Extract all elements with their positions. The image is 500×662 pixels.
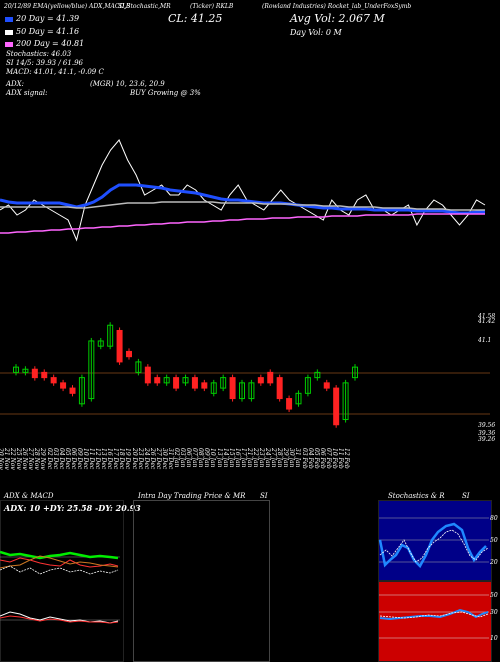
candle-body bbox=[314, 371, 321, 379]
price-label: 41.58 bbox=[478, 313, 496, 320]
candle-body bbox=[286, 398, 293, 410]
si-panel bbox=[378, 581, 492, 662]
adx-panel bbox=[0, 500, 124, 662]
candle-body bbox=[276, 377, 283, 400]
candle-body bbox=[201, 382, 208, 389]
candle-body bbox=[41, 371, 48, 379]
adx-readout: ADX: 10 +DY: 25.58 -DY: 20.93 bbox=[4, 503, 141, 513]
legend-200day: 200 Day = 40.81 bbox=[5, 39, 84, 48]
candle-body bbox=[107, 324, 114, 347]
candle-body bbox=[248, 382, 255, 400]
candle-body bbox=[50, 377, 57, 384]
price-label: 39.26 bbox=[478, 436, 496, 443]
candle-body bbox=[210, 382, 217, 394]
stoch-panel-title: Stochastics & R bbox=[388, 492, 445, 500]
stoch-si-label: SI bbox=[462, 492, 470, 500]
macd-readout: MACD: 41.01, 41.1, -0.09 C bbox=[6, 68, 104, 76]
si-tick: 10 bbox=[490, 635, 498, 642]
legend-swatch-magenta bbox=[5, 41, 13, 47]
buy-signal: BUY Growing @ 3% bbox=[130, 89, 201, 97]
series-line-20-day bbox=[0, 183, 485, 215]
candle-body bbox=[304, 377, 311, 394]
candle-body bbox=[135, 361, 142, 373]
moving-average-layer bbox=[0, 139, 486, 242]
stochastics-readout: Stochastics: 46.03 bbox=[6, 50, 72, 58]
candle-body bbox=[69, 387, 76, 394]
intraday-panel bbox=[133, 500, 270, 662]
legend-label: 200 Day = 40.81 bbox=[16, 39, 85, 48]
stoch-tick: 50 bbox=[490, 537, 498, 544]
series-line-200-day bbox=[0, 213, 485, 234]
date-tick-label: 12 Feb bbox=[343, 448, 350, 469]
mgr-readout: (MGR) 10, 23.6, 20.9 bbox=[90, 80, 165, 88]
header-top-left: 20/12/89 EMA(yellow/blue) ADX,MACD,B bbox=[4, 3, 131, 10]
legend-20day: 20 Day = 41.39 bbox=[5, 14, 79, 23]
candle-body bbox=[88, 340, 95, 400]
legend-50day: 50 Day = 41.16 bbox=[5, 27, 79, 36]
header-ticker: (Ticker) RKLB bbox=[190, 3, 234, 10]
candle-body bbox=[295, 392, 302, 405]
price-label: 41.42 bbox=[478, 318, 496, 325]
candle-body bbox=[323, 382, 330, 389]
candle-body bbox=[60, 382, 67, 389]
legend-swatch-white bbox=[5, 29, 13, 35]
candle-body bbox=[78, 377, 85, 405]
adx-label: ADX: bbox=[6, 80, 25, 88]
legend-label: 50 Day = 41.16 bbox=[16, 27, 80, 36]
candle-body bbox=[22, 368, 29, 373]
adx-panel-title: ADX & MACD bbox=[4, 492, 54, 500]
candle-body bbox=[31, 368, 38, 379]
candle-body bbox=[229, 377, 236, 400]
si-readout: SI 14/5: 39.93 / 61.96 bbox=[6, 59, 83, 67]
header-top-right: (Rowland Industries) Rocket_lab_UnderFox… bbox=[262, 3, 412, 10]
stoch-tick: 80 bbox=[490, 515, 498, 522]
candle-body bbox=[163, 377, 170, 384]
candle-body bbox=[97, 340, 104, 347]
candle-body bbox=[267, 371, 274, 384]
day-volume-label: Day Vol: 0 M bbox=[290, 28, 342, 37]
si-tick: 30 bbox=[490, 609, 498, 616]
price-label: 41.1 bbox=[478, 337, 492, 344]
candle-body bbox=[191, 377, 198, 389]
stochastics-panel bbox=[378, 500, 492, 581]
candle-body bbox=[126, 350, 132, 358]
candle-body bbox=[333, 387, 340, 426]
legend-swatch-blue bbox=[5, 16, 13, 22]
price-label: 39.56 bbox=[478, 422, 496, 429]
intraday-panel-title: Intra Day Trading Price & MR bbox=[138, 492, 246, 500]
candle-body bbox=[144, 366, 151, 384]
close-price-label: CL: 41.25 bbox=[168, 12, 223, 25]
candle-body bbox=[116, 329, 123, 363]
series-line-close bbox=[0, 139, 486, 242]
price-label: 39.36 bbox=[478, 430, 496, 437]
candle-layer bbox=[13, 322, 358, 428]
header-top-mid: SI,Stochastic,MR bbox=[118, 3, 171, 10]
candle-body bbox=[173, 377, 180, 389]
adx-signal-label: ADX signal: bbox=[6, 89, 48, 97]
candle-body bbox=[13, 366, 19, 373]
stoch-tick: 20 bbox=[490, 559, 498, 566]
candle-body bbox=[239, 382, 245, 400]
legend-label: 20 Day = 41.39 bbox=[16, 14, 80, 23]
candle-body bbox=[220, 377, 227, 389]
intraday-si-label: SI bbox=[260, 492, 268, 500]
si-tick: 50 bbox=[490, 592, 498, 599]
price-chart bbox=[0, 139, 490, 428]
candle-body bbox=[342, 382, 349, 421]
candle-body bbox=[182, 377, 189, 384]
series-line-50-day bbox=[0, 201, 485, 211]
candle-body bbox=[154, 377, 161, 384]
candle-body bbox=[257, 377, 264, 384]
candle-body bbox=[352, 366, 358, 379]
avg-volume-label: Avg Vol: 2.067 M bbox=[290, 12, 385, 25]
